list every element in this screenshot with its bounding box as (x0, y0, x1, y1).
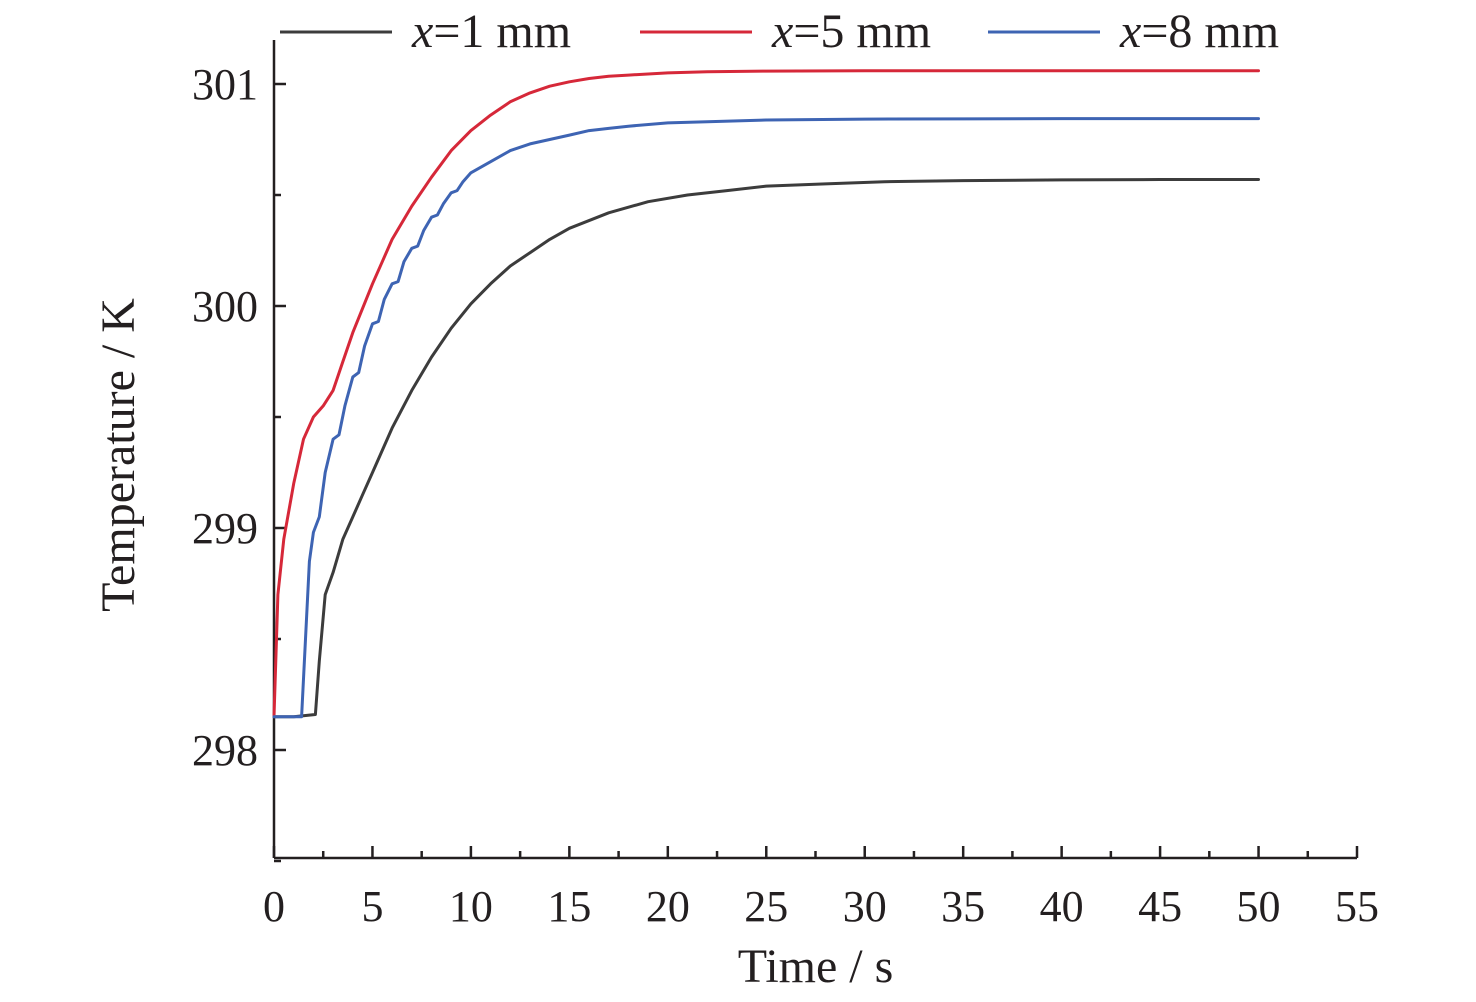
y-tick-label: 301 (192, 60, 258, 109)
y-tick-label: 299 (192, 504, 258, 553)
x-tick-label: 0 (263, 882, 285, 931)
legend-label-3: x=8 mm (1119, 5, 1279, 58)
legend: x=1 mm x=5 mm x=8 mm (280, 5, 1279, 58)
x-tick-label: 50 (1237, 882, 1281, 931)
legend-label-1: x=1 mm (411, 5, 571, 58)
x-tick-label: 35 (941, 882, 985, 931)
x-axis-label: Time / s (738, 940, 894, 993)
x-tick-label: 55 (1335, 882, 1379, 931)
series-group (272, 69, 1260, 719)
y-tick-label: 300 (192, 282, 258, 331)
y-ticks: 298 299 300 301 (192, 60, 286, 863)
x-tick-label: 45 (1138, 882, 1182, 931)
x-tick-label: 5 (361, 882, 383, 931)
x-ticks: 0 5 10 15 20 25 30 35 40 45 50 55 (263, 846, 1379, 931)
x-tick-label: 25 (744, 882, 788, 931)
x-tick-label: 30 (843, 882, 887, 931)
series-line-2 (272, 69, 1260, 719)
x-tick-label: 10 (449, 882, 493, 931)
x-tick-label: 20 (646, 882, 690, 931)
y-axis-label: Temperature / K (92, 298, 145, 612)
series-line-3 (272, 117, 1260, 719)
x-tick-label: 40 (1040, 882, 1084, 931)
x-tick-label: 15 (547, 882, 591, 931)
axes (272, 40, 1357, 860)
y-tick-label: 298 (192, 726, 258, 775)
series-line-1 (272, 178, 1260, 719)
legend-label-2: x=5 mm (771, 5, 931, 58)
